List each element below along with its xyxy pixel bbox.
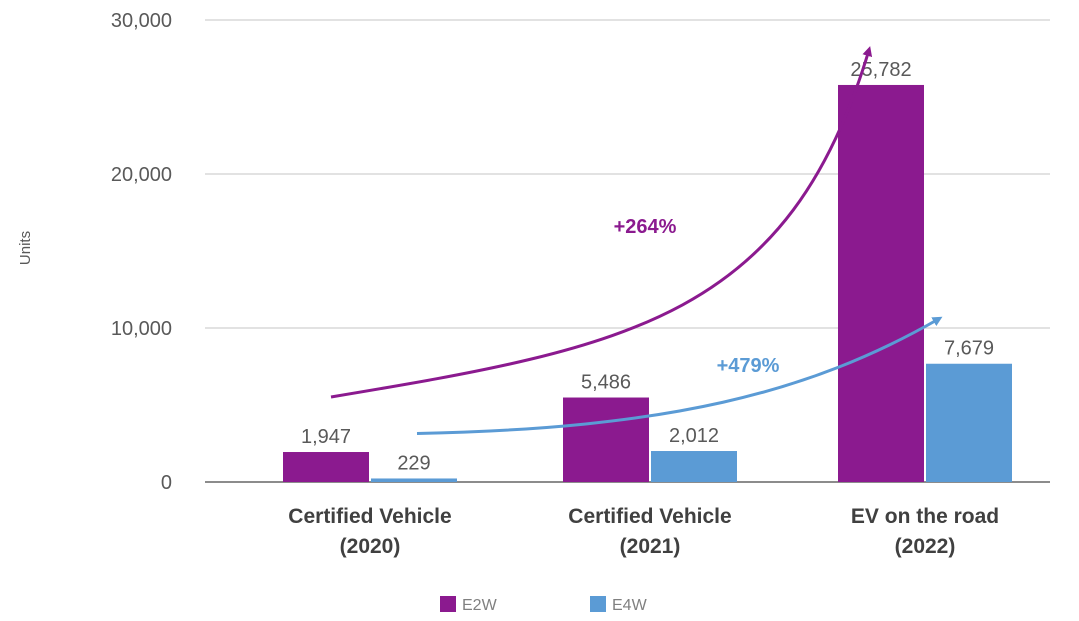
category-label: Certified Vehicle xyxy=(568,505,731,528)
growth-annotation-e2w: +264% xyxy=(614,216,677,238)
data-label-e4w: 229 xyxy=(397,452,430,474)
category-label: Certified Vehicle xyxy=(288,505,451,528)
data-label-e4w: 2,012 xyxy=(669,425,719,447)
data-label-e2w: 5,486 xyxy=(581,372,631,394)
legend-swatch-e2w xyxy=(440,596,456,612)
growth-annotation-e4w: +479% xyxy=(717,355,780,377)
y-tick-label: 20,000 xyxy=(111,164,172,186)
bar-e2w-1 xyxy=(563,397,649,482)
bars xyxy=(283,84,1012,482)
bar-e4w-2 xyxy=(926,363,1012,482)
growth-arrows: +264% +479% xyxy=(330,46,943,435)
bar-e4w-0 xyxy=(371,478,457,482)
bar-e2w-0 xyxy=(283,452,369,482)
category-label: (2021) xyxy=(620,535,681,558)
data-label-e2w: 1,947 xyxy=(301,426,351,448)
legend: E2W E4W xyxy=(440,596,648,614)
y-axis-title: Units xyxy=(17,231,34,265)
y-tick-label: 30,000 xyxy=(111,10,172,32)
growth-arrow-e4w xyxy=(416,316,943,435)
category-label: (2020) xyxy=(340,535,401,558)
legend-label-e4w: E4W xyxy=(612,597,648,614)
x-axis-categories: Certified Vehicle (2020) Certified Vehicle… xyxy=(288,505,999,558)
legend-label-e2w: E2W xyxy=(462,597,498,614)
legend-swatch-e4w xyxy=(590,596,606,612)
category-label: (2022) xyxy=(895,535,956,558)
growth-arrow-e2w xyxy=(330,46,873,399)
y-axis-ticks: 0 10,000 20,000 30,000 xyxy=(111,10,172,494)
category-label: EV on the road xyxy=(851,505,999,528)
data-label-e4w: 7,679 xyxy=(944,338,994,360)
y-tick-label: 0 xyxy=(161,472,172,494)
y-tick-label: 10,000 xyxy=(111,318,172,340)
bar-e2w-2 xyxy=(838,84,924,482)
bar-e4w-1 xyxy=(651,451,737,482)
